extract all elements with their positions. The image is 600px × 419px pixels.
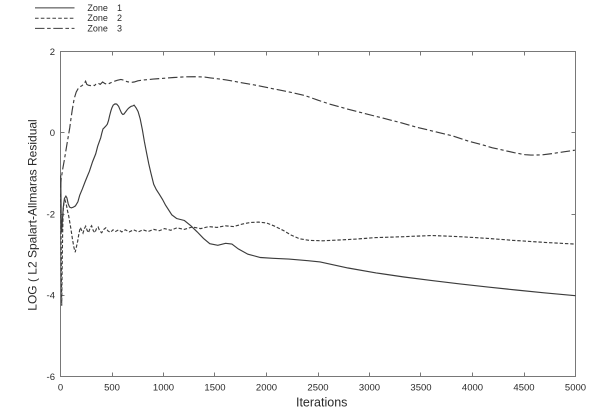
svg-text:-2: -2	[47, 209, 55, 220]
svg-text:1: 1	[117, 3, 122, 13]
svg-text:1000: 1000	[153, 383, 174, 394]
svg-text:0: 0	[58, 383, 63, 394]
svg-text:2: 2	[117, 13, 122, 23]
svg-text:4000: 4000	[462, 383, 483, 394]
svg-text:-4: -4	[47, 291, 55, 302]
svg-text:500: 500	[104, 383, 120, 394]
svg-text:1500: 1500	[204, 383, 225, 394]
svg-text:3: 3	[117, 23, 122, 33]
svg-text:0: 0	[50, 128, 55, 139]
svg-text:-6: -6	[47, 372, 55, 383]
svg-text:2000: 2000	[256, 383, 277, 394]
svg-text:4500: 4500	[513, 383, 534, 394]
svg-text:3500: 3500	[410, 383, 431, 394]
svg-text:Zone: Zone	[87, 23, 108, 33]
svg-text:2: 2	[50, 47, 55, 58]
svg-text:Zone: Zone	[87, 3, 108, 13]
svg-text:3000: 3000	[359, 383, 380, 394]
svg-text:Iterations: Iterations	[296, 395, 347, 409]
svg-text:5000: 5000	[565, 383, 586, 394]
svg-text:Zone: Zone	[87, 13, 108, 23]
svg-text:LOG ( L2 Spalart-Allmaras Resi: LOG ( L2 Spalart-Allmaras Residual	[26, 119, 40, 310]
svg-text:2500: 2500	[307, 383, 328, 394]
